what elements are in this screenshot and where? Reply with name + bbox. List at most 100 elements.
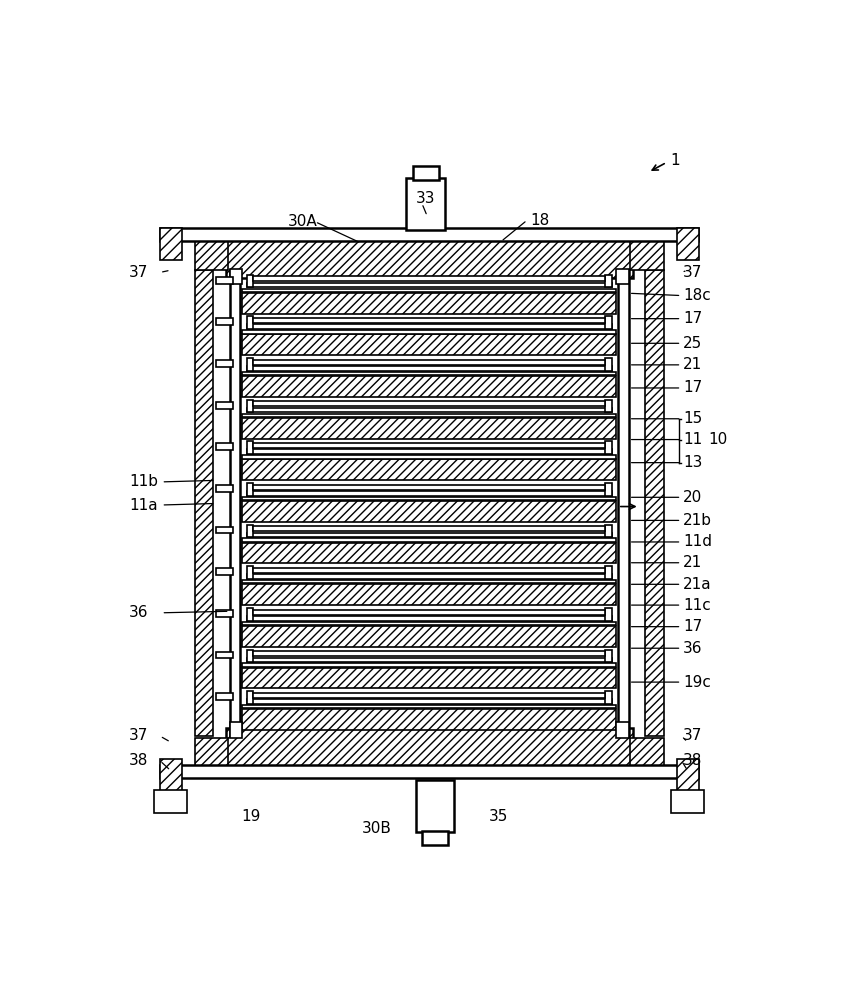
- Bar: [605, 275, 611, 287]
- Bar: [252, 401, 605, 406]
- Bar: [215, 568, 232, 575]
- Text: 10: 10: [708, 432, 727, 447]
- Bar: [252, 485, 605, 490]
- Bar: [160, 765, 698, 778]
- Text: 21: 21: [682, 357, 701, 372]
- Bar: [215, 485, 232, 492]
- Bar: [605, 608, 611, 621]
- Text: 30B: 30B: [361, 821, 391, 836]
- Bar: [241, 538, 615, 542]
- Bar: [215, 693, 232, 700]
- Bar: [246, 275, 252, 287]
- Bar: [194, 270, 213, 736]
- Bar: [241, 622, 615, 625]
- Text: 11a: 11a: [129, 497, 157, 512]
- Text: 30A: 30A: [288, 214, 317, 229]
- Bar: [246, 616, 611, 621]
- Bar: [241, 418, 615, 439]
- Bar: [215, 318, 232, 325]
- Bar: [615, 722, 628, 738]
- Bar: [215, 360, 232, 367]
- Bar: [241, 584, 615, 605]
- Text: 17: 17: [682, 311, 701, 326]
- Bar: [241, 289, 615, 292]
- Bar: [241, 501, 615, 522]
- Bar: [241, 334, 615, 355]
- Bar: [230, 269, 241, 284]
- Text: 18c: 18c: [682, 288, 710, 303]
- Bar: [241, 330, 615, 334]
- Bar: [415, 780, 454, 832]
- Bar: [252, 276, 605, 281]
- Bar: [605, 691, 611, 704]
- Text: 21a: 21a: [682, 577, 711, 592]
- Bar: [630, 738, 663, 767]
- Bar: [225, 728, 632, 771]
- Bar: [246, 658, 611, 662]
- Bar: [630, 241, 663, 270]
- Bar: [160, 759, 181, 791]
- Text: 15: 15: [682, 411, 701, 426]
- Bar: [215, 443, 232, 450]
- Text: 36: 36: [129, 605, 149, 620]
- Text: 21b: 21b: [682, 513, 711, 528]
- Bar: [605, 441, 611, 454]
- Text: 19c: 19c: [682, 675, 710, 690]
- Bar: [241, 376, 615, 397]
- Bar: [241, 455, 615, 459]
- Bar: [246, 408, 611, 412]
- Bar: [241, 626, 615, 647]
- Text: 17: 17: [682, 619, 701, 634]
- Text: 21: 21: [682, 555, 701, 570]
- Bar: [252, 568, 605, 573]
- Text: 11c: 11c: [682, 598, 710, 613]
- Bar: [241, 663, 615, 667]
- Text: 13: 13: [682, 455, 701, 470]
- Bar: [252, 651, 605, 656]
- Bar: [241, 414, 615, 417]
- Bar: [252, 610, 605, 615]
- Text: 20: 20: [682, 490, 701, 505]
- Text: 11: 11: [682, 432, 701, 447]
- Bar: [246, 650, 252, 662]
- Text: 11b: 11b: [129, 474, 158, 489]
- Bar: [246, 525, 252, 537]
- Bar: [252, 693, 605, 698]
- Bar: [246, 283, 611, 287]
- Bar: [605, 566, 611, 579]
- Bar: [605, 525, 611, 537]
- Bar: [241, 705, 615, 708]
- Bar: [246, 358, 252, 371]
- Bar: [246, 441, 252, 454]
- Text: 35: 35: [489, 809, 508, 824]
- Bar: [194, 738, 228, 767]
- Bar: [605, 358, 611, 371]
- Bar: [215, 610, 232, 617]
- Bar: [160, 228, 181, 260]
- Text: 37: 37: [682, 265, 701, 280]
- Text: 37: 37: [682, 728, 701, 744]
- Bar: [230, 722, 241, 738]
- Text: 11d: 11d: [682, 534, 711, 549]
- Text: 36: 36: [682, 641, 701, 656]
- Bar: [421, 831, 447, 845]
- Bar: [246, 574, 611, 579]
- Bar: [241, 497, 615, 500]
- Bar: [246, 449, 611, 454]
- Bar: [241, 543, 615, 563]
- Text: 33: 33: [415, 191, 435, 206]
- Bar: [676, 759, 698, 791]
- Bar: [246, 400, 252, 412]
- Bar: [246, 316, 252, 329]
- Bar: [154, 790, 187, 813]
- Bar: [252, 443, 605, 448]
- Bar: [246, 566, 252, 579]
- Text: 38: 38: [682, 753, 701, 768]
- Text: 37: 37: [129, 728, 148, 744]
- Bar: [246, 691, 252, 704]
- Bar: [241, 459, 615, 480]
- Bar: [605, 483, 611, 496]
- Bar: [605, 316, 611, 329]
- Text: 18: 18: [530, 213, 549, 228]
- Bar: [215, 277, 232, 284]
